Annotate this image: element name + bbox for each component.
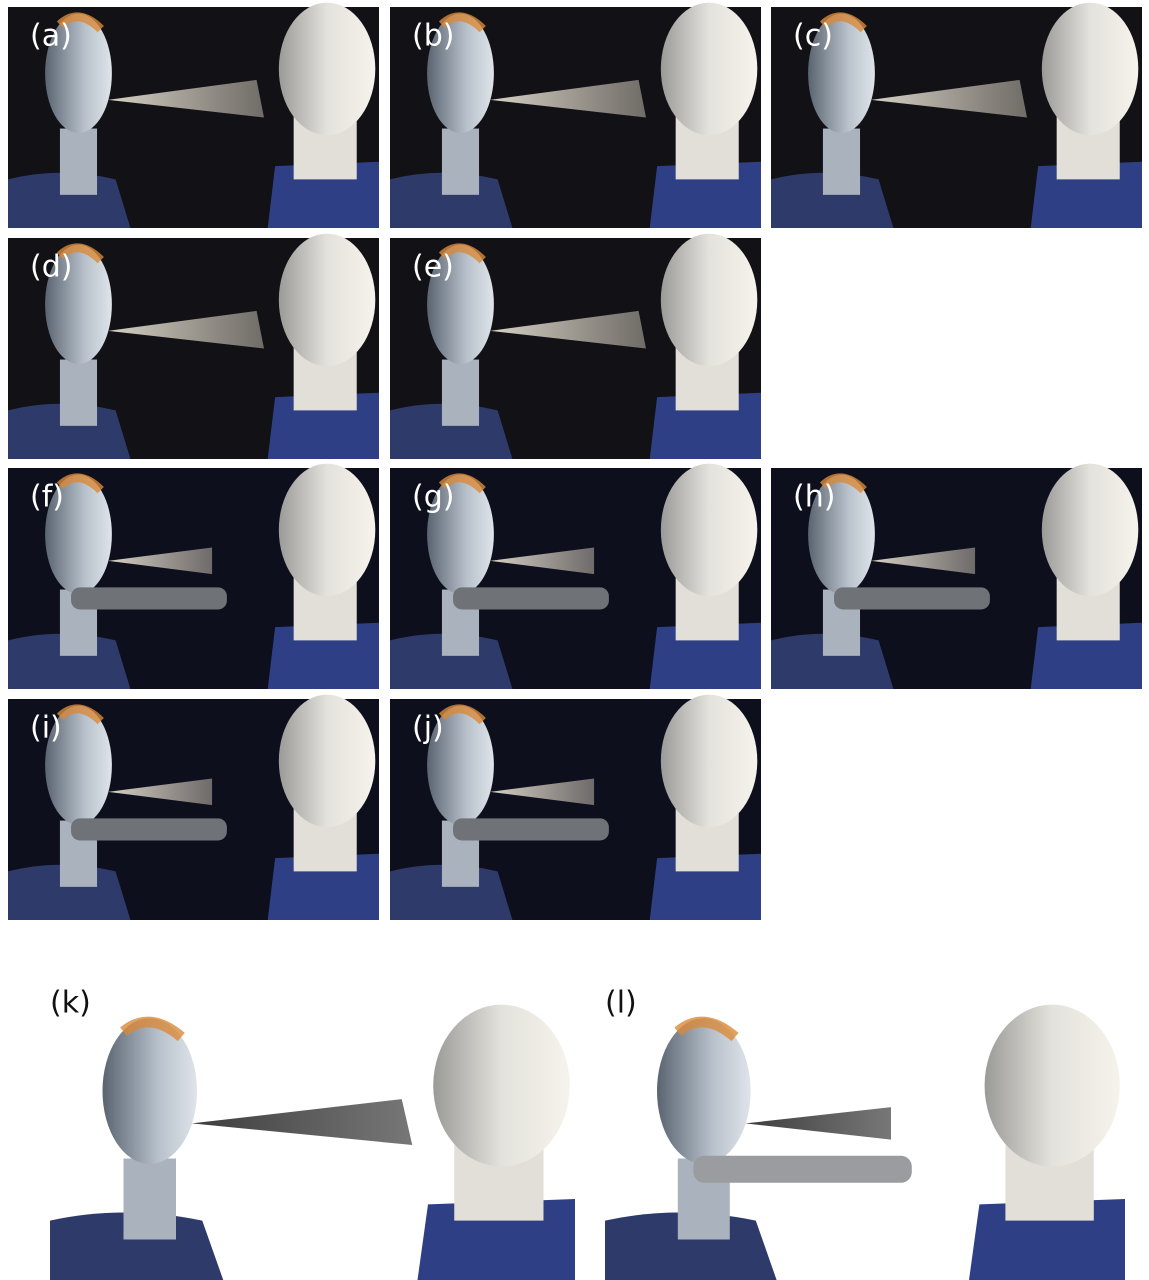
- left-neck: [823, 129, 860, 195]
- panel-label: (l): [605, 986, 637, 1021]
- right-head: [279, 3, 375, 136]
- right-head: [661, 234, 757, 367]
- panel-label: (e): [412, 250, 454, 285]
- right-head: [1042, 3, 1138, 136]
- panel-label: (g): [412, 480, 454, 515]
- extended-arm: [834, 587, 990, 609]
- extended-arm: [71, 818, 227, 840]
- right-head: [279, 695, 375, 828]
- panel-label: (i): [30, 711, 62, 746]
- panel: (h): [771, 464, 1142, 689]
- panel-label: (k): [50, 986, 91, 1021]
- breath-plume: [192, 1099, 413, 1145]
- right-head: [433, 1005, 570, 1167]
- right-head: [661, 3, 757, 136]
- left-neck: [124, 1159, 177, 1240]
- panel-label: (b): [412, 19, 454, 54]
- right-head: [279, 234, 375, 367]
- extended-arm: [693, 1156, 911, 1183]
- left-neck: [442, 360, 479, 426]
- extended-arm: [453, 587, 609, 609]
- extended-arm: [453, 818, 609, 840]
- panel-label: (h): [793, 480, 835, 515]
- left-neck: [60, 129, 97, 195]
- panel: (a): [8, 3, 379, 228]
- panel: (e): [390, 234, 761, 459]
- panel: (k): [50, 986, 575, 1280]
- panel: (b): [390, 3, 761, 228]
- panel-label: (a): [30, 19, 72, 54]
- panel-label: (j): [412, 711, 444, 746]
- panel: (c): [771, 3, 1142, 228]
- right-head: [985, 1005, 1120, 1167]
- panel: (g): [390, 464, 761, 689]
- left-head: [657, 1018, 751, 1164]
- right-head: [279, 464, 375, 597]
- panel: (j): [390, 695, 761, 920]
- left-neck: [442, 129, 479, 195]
- left-head: [103, 1018, 198, 1164]
- left-neck: [60, 360, 97, 426]
- panel-label: (d): [30, 250, 72, 285]
- right-head: [661, 695, 757, 828]
- panel-label: (f): [30, 480, 64, 515]
- extended-arm: [71, 587, 227, 609]
- figure: (a) (b) (c) (d) (e) (f) (g) (h) (i) (j) (k) (l): [0, 0, 1149, 1280]
- panel: (l): [605, 986, 1125, 1280]
- breath-plume: [745, 1107, 891, 1139]
- panel: (d): [8, 234, 379, 459]
- panel: (f): [8, 464, 379, 689]
- panel: (i): [8, 695, 379, 920]
- right-head: [1042, 464, 1138, 597]
- right-head: [661, 464, 757, 597]
- panel-label: (c): [793, 19, 833, 54]
